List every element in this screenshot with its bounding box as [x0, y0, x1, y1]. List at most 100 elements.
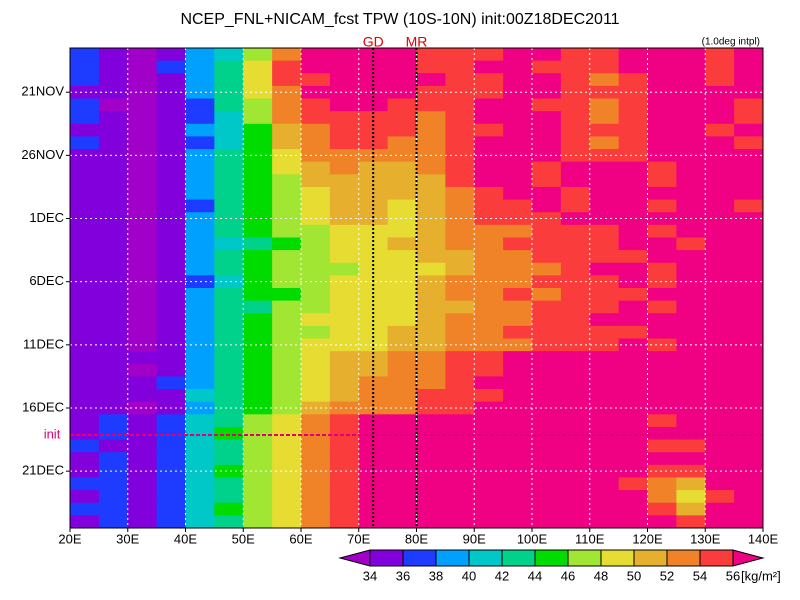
heat-cell	[127, 73, 158, 87]
heat-cell	[474, 502, 504, 516]
heat-cell	[589, 161, 620, 175]
heat-cell	[301, 262, 331, 276]
heat-cell	[185, 174, 215, 188]
heat-cell	[532, 174, 562, 188]
heat-cell	[387, 477, 417, 491]
marker-label: MR	[406, 34, 428, 50]
heat-cell	[329, 325, 360, 340]
heat-cell	[589, 123, 620, 137]
heat-cell	[503, 363, 533, 377]
heat-cell	[127, 351, 158, 365]
heat-cell	[272, 414, 302, 428]
heat-cell	[445, 414, 475, 428]
heat-cell	[503, 288, 533, 302]
heat-cell	[589, 174, 620, 188]
heat-cell	[156, 502, 186, 516]
colorbar-swatch	[468, 549, 503, 567]
heat-cell	[445, 186, 475, 201]
heat-cell	[70, 490, 100, 504]
heat-cell	[329, 401, 360, 415]
heat-cell	[705, 502, 735, 516]
heat-cell	[416, 186, 446, 201]
heat-cell	[589, 363, 620, 377]
x-tick-label: 20E	[58, 531, 81, 546]
heat-cell	[358, 212, 389, 226]
heat-cell	[243, 250, 273, 264]
heat-cell	[560, 60, 591, 74]
heat-cell	[560, 515, 591, 529]
heat-cell	[387, 186, 417, 201]
heat-cell	[474, 60, 504, 74]
heat-cell	[416, 477, 446, 491]
heat-cell	[445, 98, 475, 112]
heat-cell	[98, 515, 129, 529]
heat-cell	[301, 439, 331, 453]
heat-cell	[156, 452, 186, 466]
heat-cell	[445, 325, 475, 340]
heat-cell	[416, 426, 446, 441]
heat-cell	[474, 149, 504, 163]
heat-cell	[474, 300, 504, 314]
heat-cell	[589, 389, 620, 403]
heat-cell	[329, 351, 360, 365]
heat-cell	[647, 149, 677, 163]
heat-cell	[301, 199, 331, 213]
heat-cell	[243, 212, 273, 226]
heat-cell	[445, 300, 475, 314]
heat-cell	[445, 250, 475, 264]
heat-cell	[618, 401, 648, 415]
heat-cell	[532, 452, 562, 466]
heat-cell	[127, 439, 158, 453]
heat-cell	[618, 351, 648, 365]
heat-cell	[358, 224, 389, 238]
heat-cell	[329, 490, 360, 504]
heat-cell	[474, 161, 504, 175]
heat-cell	[358, 288, 389, 302]
heat-cell	[387, 363, 417, 377]
heat-cell	[416, 123, 446, 137]
heat-cell	[98, 98, 129, 112]
heat-cell	[387, 275, 417, 289]
heat-cell	[416, 439, 446, 453]
heat-cell	[676, 174, 706, 188]
heat-cell	[127, 477, 158, 491]
heat-cell	[503, 300, 533, 314]
heat-cell	[589, 464, 620, 478]
heat-cell	[272, 161, 302, 175]
heat-cell	[618, 275, 648, 289]
heat-cell	[214, 98, 244, 112]
heat-cell	[705, 98, 735, 112]
heat-cell	[387, 237, 417, 251]
heat-cell	[589, 452, 620, 466]
heat-cell	[329, 363, 360, 377]
heat-cell	[98, 426, 129, 441]
heat-cell	[416, 300, 446, 314]
heat-cell	[127, 490, 158, 504]
heat-cell	[589, 199, 620, 213]
heat-cell	[98, 136, 129, 150]
heat-cell	[474, 186, 504, 201]
heat-cell	[387, 73, 417, 87]
heat-cell	[243, 48, 273, 62]
colorbar-arrow	[732, 549, 765, 567]
heat-cell	[705, 262, 735, 276]
heat-cell	[301, 515, 331, 529]
heat-cell	[734, 224, 764, 238]
heat-cell	[705, 250, 735, 264]
heat-cell	[127, 363, 158, 377]
colorbar-arrow	[338, 549, 371, 567]
heat-cell	[329, 275, 360, 289]
heat-cell	[618, 300, 648, 314]
heat-cell	[214, 199, 244, 213]
colorbar-swatch	[534, 549, 569, 567]
heat-cell	[676, 48, 706, 62]
heat-cell	[503, 515, 533, 529]
heat-cell	[503, 351, 533, 365]
heat-cell	[618, 98, 648, 112]
heat-cell	[243, 515, 273, 529]
heat-cell	[127, 199, 158, 213]
heat-cell	[503, 401, 533, 415]
heat-cell	[98, 174, 129, 188]
heat-cell	[474, 111, 504, 125]
heat-cell	[98, 288, 129, 302]
